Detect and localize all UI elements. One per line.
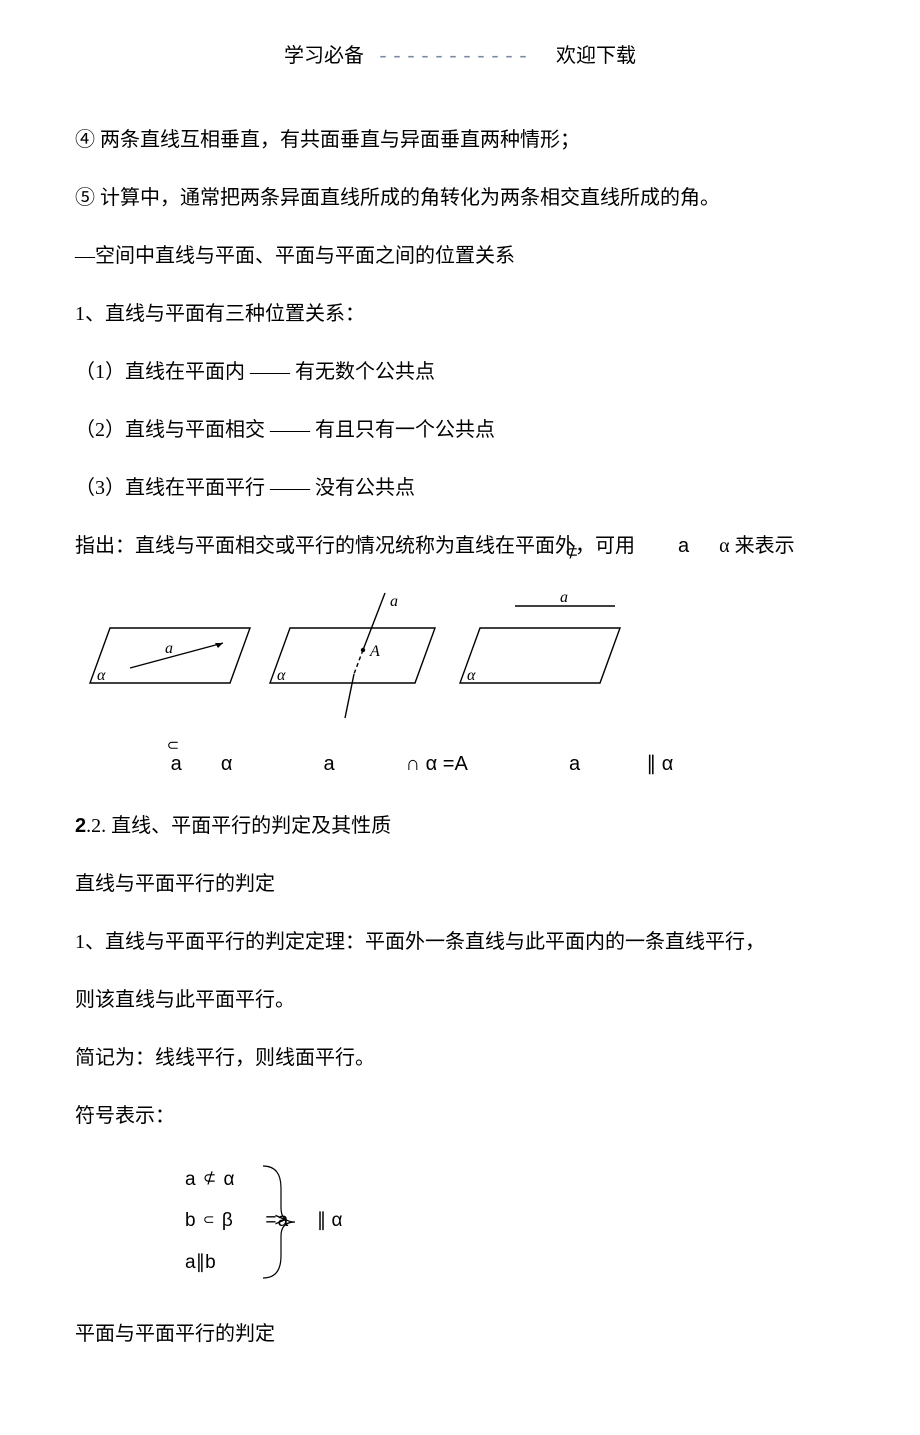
diagram-line-in-plane: a α	[90, 628, 250, 684]
diagram-line-parallel: a α	[460, 589, 620, 684]
caption2-a: a	[324, 753, 335, 775]
paragraph-1: ④ 两条直线互相垂直，有共面垂直与异面垂直两种情形；	[75, 124, 845, 156]
brace-svg	[255, 1158, 305, 1286]
label-alpha-2: α	[277, 667, 286, 684]
diagram-row: a α a A α a α	[75, 588, 845, 738]
diagram-line-intersect: a A α	[270, 593, 435, 718]
position-diagrams-svg: a α a A α a α	[75, 588, 635, 728]
page-header: 学习必备 ----------- 欢迎下载	[75, 40, 845, 74]
caption3-b: ∥ α	[646, 753, 673, 775]
f2-parallel: ∥ α	[317, 1210, 343, 1231]
label-a-3: a	[560, 589, 568, 606]
paragraph-6: （2）直线与平面相交 —— 有且只有一个公共点	[75, 414, 845, 446]
f2-beta: β	[222, 1210, 233, 1231]
f2-b: b	[185, 1210, 196, 1231]
p9-bold: 2	[75, 815, 86, 837]
paragraph-2: ⑤ 计算中，通常把两条异面直线所成的角转化为两条相交直线所成的角。	[75, 182, 845, 214]
not-subset-symbol: ⊄	[203, 1170, 216, 1187]
subset-symbol: ⊂	[203, 1213, 215, 1228]
header-dashes: -----------	[377, 42, 531, 74]
f3-text: a∥b	[185, 1252, 216, 1273]
p8-part-b: a	[678, 535, 689, 557]
label-a-1: a	[165, 640, 173, 657]
formula-block: a ⊄ α b ⊂ β =>a ∥ α a∥b	[185, 1158, 845, 1288]
subset-symbol-overlay: ⊂	[167, 734, 180, 758]
paragraph-9: 2.2. 直线、平面平行的判定及其性质	[75, 810, 845, 842]
f1-alpha: α	[224, 1169, 235, 1190]
paragraph-10: 直线与平面平行的判定	[75, 868, 845, 900]
paragraph-12: 则该直线与此平面平行。	[75, 984, 845, 1016]
diagram-caption-row: ⊂ a α a ∩ α =A a ∥ α	[75, 748, 845, 780]
right-brace-path	[263, 1166, 295, 1278]
paragraph-3: —空间中直线与平面、平面与平面之间的位置关系	[75, 240, 845, 272]
paragraph-15: 平面与平面平行的判定	[75, 1318, 845, 1350]
paragraph-7: （3）直线在平面平行 —— 没有公共点	[75, 472, 845, 504]
paragraph-4: 1、直线与平面有三种位置关系：	[75, 298, 845, 330]
paragraph-8: 指出：直线与平面相交或平行的情况统称为直线在平面外，可用 ⊄ a α 来表示	[75, 530, 845, 562]
label-A: A	[369, 643, 380, 660]
caption1-alpha: α	[221, 753, 233, 775]
caption2-mid: ∩ α =A	[406, 753, 468, 775]
paragraph-11: 1、直线与平面平行的判定定理：平面外一条直线与此平面内的一条直线平行，	[75, 926, 845, 958]
p9-rest: .2. 直线、平面平行的判定及其性质	[86, 815, 391, 837]
label-a-2: a	[390, 593, 398, 610]
p8-part-a: 指出：直线与平面相交或平行的情况统称为直线在平面外，可用	[75, 535, 635, 557]
document-page: 学习必备 ----------- 欢迎下载 ④ 两条直线互相垂直，有共面垂直与异…	[0, 0, 920, 1435]
header-right-text: 欢迎下载	[556, 40, 636, 72]
label-alpha-1: α	[97, 667, 106, 684]
paragraph-13: 简记为：线线平行，则线面平行。	[75, 1042, 845, 1074]
paragraph-14: 符号表示：	[75, 1100, 845, 1132]
not-subset-overlay-icon: ⊄	[565, 540, 578, 566]
caption3-a: a	[569, 753, 580, 775]
f1-a: a	[185, 1169, 196, 1190]
header-left-text: 学习必备	[284, 40, 364, 72]
paragraph-5: （1）直线在平面内 —— 有无数个公共点	[75, 356, 845, 388]
p8-part-c: α 来表示	[719, 535, 794, 557]
label-alpha-3: α	[467, 667, 476, 684]
